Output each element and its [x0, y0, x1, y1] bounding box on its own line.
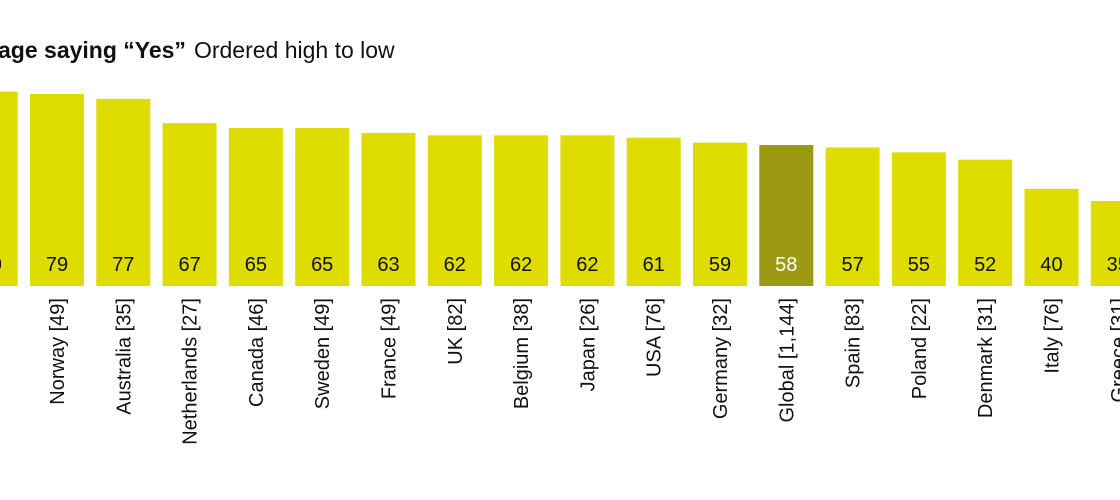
x-tick-label: Spain [83] [843, 298, 865, 388]
bar [825, 147, 880, 286]
bar [295, 128, 350, 286]
value-label: 65 [245, 254, 267, 276]
bar [427, 135, 482, 286]
value-label: 63 [377, 254, 399, 276]
x-tick-label: UK [82] [445, 298, 467, 365]
bar [1024, 188, 1079, 286]
value-label: 57 [841, 254, 863, 276]
bar [361, 132, 416, 286]
value-label: 62 [510, 254, 532, 276]
bar [1090, 200, 1120, 286]
bar [30, 94, 84, 286]
value-label: 58 [775, 254, 797, 276]
chart-subtitle: Ordered high to low [194, 37, 395, 63]
bar [958, 159, 1013, 286]
x-tick-label: Poland [22] [909, 298, 931, 399]
bar [96, 98, 151, 286]
chart-heading: age saying “Yes” Ordered high to low [0, 37, 395, 63]
value-label: 79 [46, 254, 68, 276]
x-tick-label: Denmark [31] [975, 298, 997, 418]
value-label: 67 [178, 254, 200, 276]
x-tick-label: USA [76] [644, 298, 666, 377]
bar [228, 128, 283, 286]
value-label: 77 [112, 254, 134, 276]
chart-title: age saying “Yes” [0, 37, 186, 63]
value-label: 55 [908, 254, 930, 276]
bar [759, 145, 814, 286]
x-tick-label: Greece [31] [1108, 298, 1120, 403]
x-tick-label: Germany [32] [710, 298, 732, 419]
value-label: 65 [311, 254, 333, 276]
x-tick-label: Japan [26] [577, 298, 599, 391]
bar [560, 135, 615, 286]
value-label: 52 [974, 254, 996, 276]
value-label: 61 [643, 254, 665, 276]
bar [891, 152, 946, 286]
bar [0, 91, 18, 286]
bar [626, 137, 681, 286]
x-tick-label: Italy [76] [1042, 298, 1064, 374]
value-label: 40 [1040, 254, 1062, 276]
value-label: 62 [576, 254, 598, 276]
x-tick-label: Belgium [38] [511, 298, 533, 409]
x-tick-label: Canada [46] [246, 298, 268, 407]
value-label: 59 [709, 254, 731, 276]
bar [693, 142, 747, 286]
x-tick-label: Sweden [49] [312, 298, 334, 409]
bar [162, 123, 217, 286]
x-tick-label: Global [1,144] [776, 298, 798, 423]
x-tick-label: France [49] [379, 298, 401, 399]
x-tick-label: Norway [49] [47, 298, 69, 405]
x-tick-label: Australia [35] [113, 298, 135, 415]
bar [494, 135, 549, 286]
x-tick-label: Netherlands [27] [180, 298, 202, 445]
value-label: 62 [444, 254, 466, 276]
value-label: 80 [0, 254, 2, 276]
value-label: 35 [1107, 254, 1120, 276]
